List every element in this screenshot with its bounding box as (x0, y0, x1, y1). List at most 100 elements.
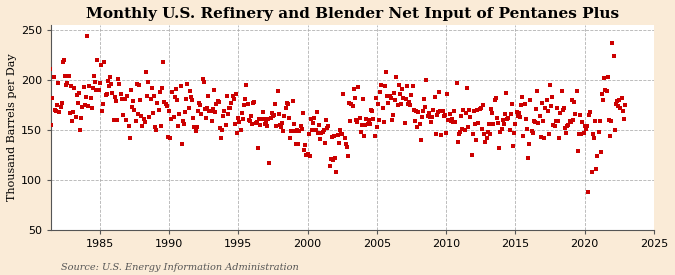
Point (387, 117, 398, 122)
Point (464, 108, 475, 113)
Point (296, 126, 307, 131)
Point (410, 108, 421, 113)
Point (198, 79, 209, 84)
Point (392, 103, 403, 107)
Point (292, 128, 302, 132)
Point (138, 116, 149, 121)
Point (309, 116, 320, 120)
Point (586, 170, 597, 174)
Point (382, 94, 393, 98)
Point (40, 88, 51, 92)
Point (70, 115, 81, 119)
Point (72, 101, 83, 105)
Point (188, 116, 198, 120)
Point (257, 110, 268, 115)
Point (418, 97, 429, 102)
Point (128, 98, 138, 103)
Point (173, 123, 184, 128)
Point (506, 112, 516, 117)
Point (413, 109, 424, 114)
Point (542, 109, 553, 113)
Point (68, 110, 78, 114)
Point (348, 87, 359, 92)
Point (379, 84, 390, 88)
Point (92, 58, 103, 62)
Point (265, 116, 276, 120)
Point (196, 112, 207, 116)
Point (580, 127, 591, 131)
Point (62, 81, 73, 85)
Point (223, 112, 234, 116)
Point (308, 121, 319, 125)
Point (576, 132, 587, 136)
Point (529, 119, 539, 123)
Point (254, 116, 265, 121)
Point (421, 78, 432, 82)
Point (590, 119, 601, 123)
Point (563, 123, 574, 127)
Point (543, 131, 554, 136)
Point (472, 108, 483, 112)
Point (163, 135, 173, 139)
Point (344, 101, 354, 105)
Point (113, 76, 124, 81)
Point (391, 75, 402, 79)
Point (339, 136, 350, 141)
Point (566, 119, 576, 124)
Point (599, 76, 610, 80)
Point (288, 122, 299, 127)
Point (362, 122, 373, 126)
Point (194, 100, 205, 105)
Point (579, 123, 590, 128)
Point (482, 130, 493, 134)
Point (155, 90, 165, 95)
Point (166, 117, 177, 122)
Point (345, 119, 356, 123)
Point (267, 111, 277, 116)
Point (236, 111, 247, 115)
Point (402, 84, 412, 88)
Point (95, 81, 105, 85)
Point (423, 113, 433, 118)
Point (603, 118, 614, 122)
Point (387, 112, 398, 117)
Point (250, 121, 261, 125)
Point (315, 136, 325, 141)
Point (495, 130, 506, 134)
Point (107, 91, 118, 95)
Point (306, 117, 317, 122)
Point (465, 115, 476, 119)
Point (86, 106, 97, 110)
Point (168, 114, 179, 119)
Point (431, 113, 442, 118)
Point (374, 118, 385, 123)
Point (397, 87, 408, 91)
Point (152, 101, 163, 105)
Point (343, 154, 354, 158)
Point (99, 60, 110, 64)
Point (304, 153, 315, 158)
Point (321, 118, 331, 122)
Point (616, 96, 627, 100)
Point (80, 95, 91, 99)
Point (389, 91, 400, 95)
Point (143, 79, 154, 84)
Point (82, 34, 92, 38)
Point (577, 120, 588, 125)
Point (187, 98, 198, 102)
Point (591, 167, 601, 172)
Point (191, 125, 202, 130)
Point (612, 99, 622, 103)
Point (316, 131, 327, 135)
Point (48, 75, 59, 79)
Point (211, 101, 222, 106)
Point (300, 143, 310, 148)
Point (496, 127, 507, 131)
Point (108, 117, 119, 122)
Point (189, 125, 200, 130)
Point (98, 102, 109, 107)
Point (106, 82, 117, 87)
Point (439, 113, 450, 118)
Point (501, 91, 512, 95)
Point (598, 98, 609, 102)
